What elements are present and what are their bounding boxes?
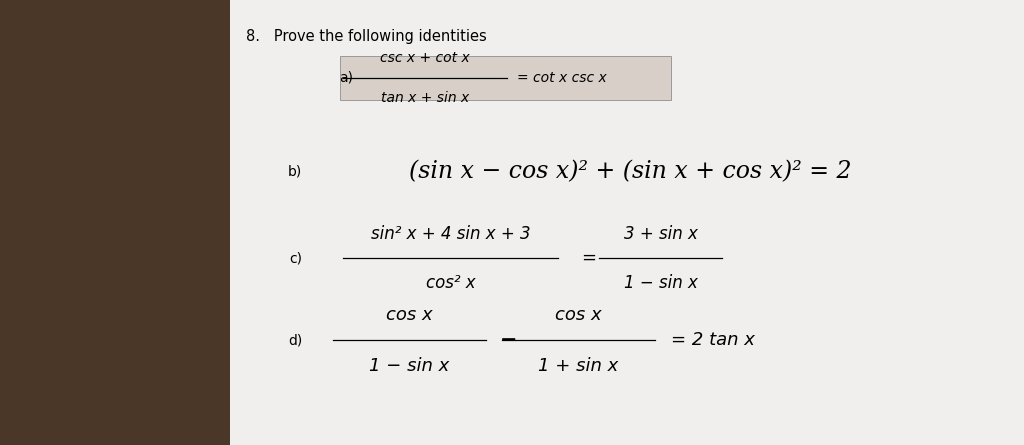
Text: 1 + sin x: 1 + sin x	[539, 357, 618, 375]
Text: = cot x csc x: = cot x csc x	[517, 71, 607, 85]
Text: −: −	[500, 331, 518, 350]
Text: 3 + sin x: 3 + sin x	[624, 225, 697, 243]
Text: a): a)	[339, 71, 353, 85]
Text: c): c)	[289, 251, 302, 265]
Text: cos² x: cos² x	[426, 274, 475, 291]
Text: cos x: cos x	[386, 306, 433, 324]
Text: d): d)	[288, 333, 302, 348]
Text: sin² x + 4 sin x + 3: sin² x + 4 sin x + 3	[371, 225, 530, 243]
Text: tan x + sin x: tan x + sin x	[381, 91, 469, 105]
Text: 8.   Prove the following identities: 8. Prove the following identities	[246, 29, 486, 44]
Text: csc x + cot x: csc x + cot x	[380, 51, 470, 65]
Text: =: =	[582, 249, 596, 267]
Text: b): b)	[288, 164, 302, 178]
Text: = 2 tan x: = 2 tan x	[671, 332, 755, 349]
Text: 1 − sin x: 1 − sin x	[370, 357, 450, 375]
Bar	[230, 0, 1024, 445]
Text: (sin x − cos x)² + (sin x + cos x)² = 2: (sin x − cos x)² + (sin x + cos x)² = 2	[409, 160, 851, 183]
Text: 1 − sin x: 1 − sin x	[624, 274, 697, 291]
Text: cos x: cos x	[555, 306, 602, 324]
Bar	[340, 56, 671, 100]
